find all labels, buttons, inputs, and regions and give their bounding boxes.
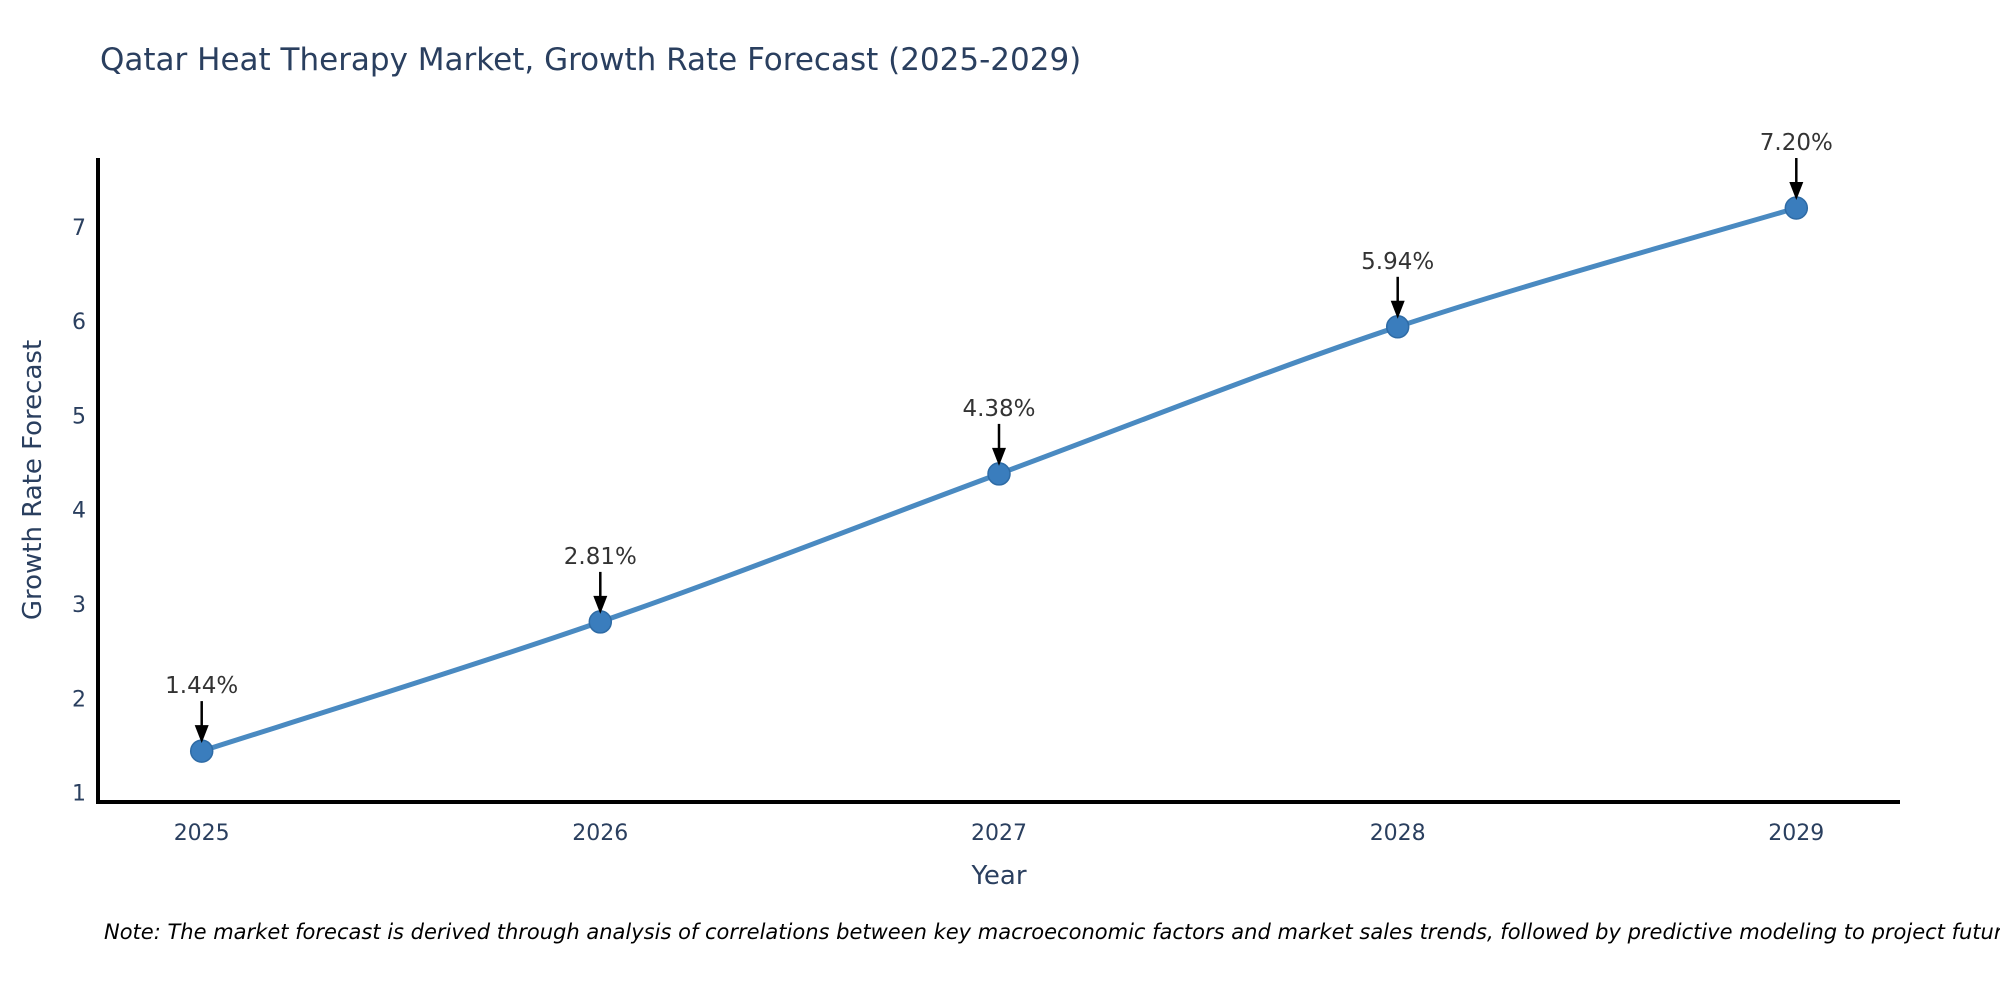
annotation-arrowhead-icon [1390,300,1405,319]
data-point-2025 [189,739,214,763]
data-point-2026 [588,610,613,634]
point-value-label: 2.81% [564,544,637,570]
y-tick-label: 2 [72,687,86,712]
data-point-2027 [987,462,1011,486]
y-tick-label: 4 [72,499,86,524]
y-axis-title: Growth Rate Forecast [18,339,48,621]
data-point-2028 [1385,315,1410,339]
y-tick-label: 5 [72,404,86,429]
y-tick-label: 1 [72,782,86,807]
point-value-label: 1.44% [165,673,238,699]
annotation-arrowhead-icon [992,447,1006,466]
x-tick-label: 2026 [572,821,628,846]
x-tick-label: 2029 [1768,821,1824,846]
y-tick-label: 3 [72,593,86,618]
footnote: Note: The market forecast is derived thr… [104,920,2000,944]
point-value-label: 5.94% [1361,249,1434,275]
point-value-label: 7.20% [1760,130,1833,156]
x-axis-title: Year [971,861,1027,891]
data-point-2029 [1784,196,1809,220]
annotation-arrowhead-icon [194,725,209,744]
y-tick-label: 6 [72,310,86,335]
x-tick-label: 2028 [1370,821,1426,846]
chart-title: Qatar Heat Therapy Market, Growth Rate F… [100,42,1082,78]
annotation-arrowhead-icon [593,595,608,614]
annotation-arrowhead-icon [1789,182,1804,200]
x-tick-label: 2027 [971,821,1027,846]
point-value-label: 4.38% [962,396,1035,422]
y-tick-label: 7 [72,216,86,241]
x-tick-label: 2025 [174,821,230,846]
